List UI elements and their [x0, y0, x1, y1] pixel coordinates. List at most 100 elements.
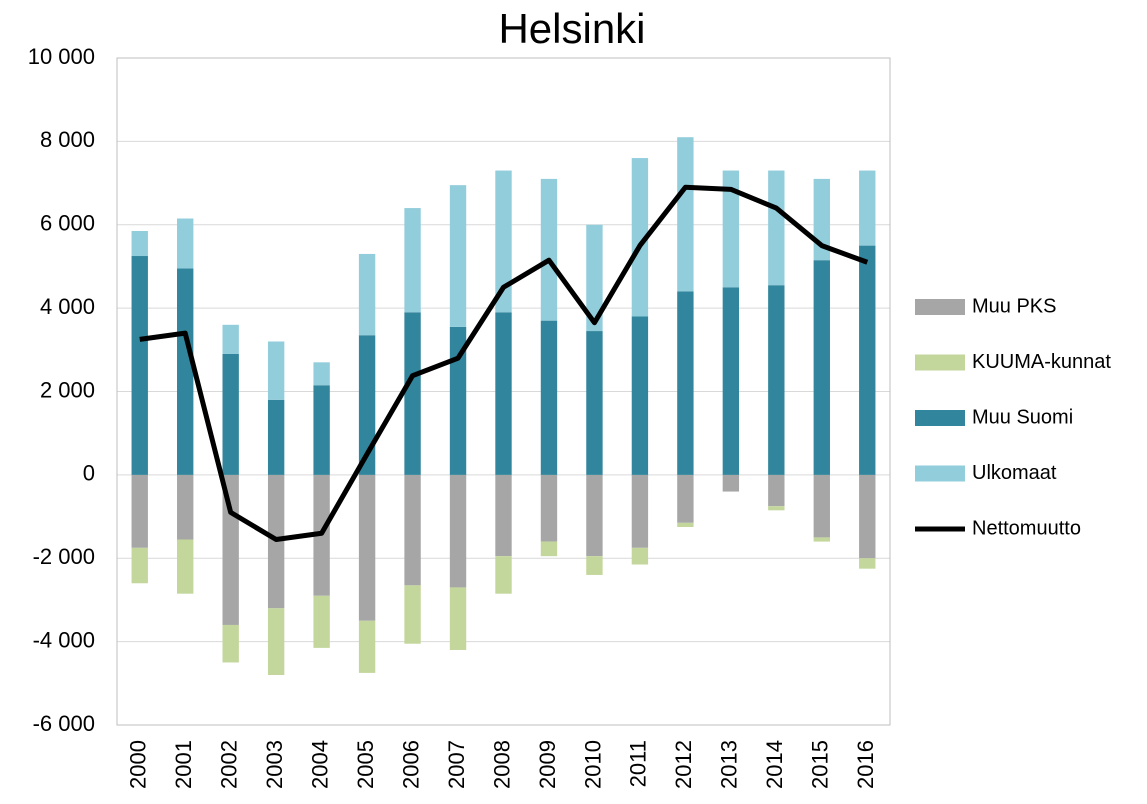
bar [495, 474, 512, 557]
bar [222, 324, 239, 354]
x-tick-label: 2011 [626, 740, 651, 787]
y-tick-label: 6 000 [40, 211, 95, 236]
bar [449, 326, 467, 475]
bar [358, 474, 376, 621]
bar [859, 245, 876, 475]
bar [449, 587, 467, 650]
legend-label: Muu Suomi [972, 406, 1073, 428]
legend-label: Ulkomaat [972, 462, 1057, 484]
bar [540, 474, 558, 542]
legend-swatch [915, 354, 965, 371]
bar [404, 474, 421, 586]
bar [631, 316, 649, 475]
y-tick-label: 4 000 [40, 294, 95, 319]
x-tick-label: 2015 [808, 740, 833, 789]
bar [131, 547, 148, 584]
bar [677, 474, 694, 523]
bar [495, 556, 512, 594]
bar [859, 474, 876, 559]
bar [177, 268, 194, 475]
bar [722, 170, 740, 288]
bar [540, 541, 558, 557]
x-tick-label: 2014 [762, 740, 787, 789]
bar [768, 506, 785, 511]
bar [358, 335, 376, 475]
y-tick-label: 10 000 [28, 44, 95, 69]
x-tick-label: 2008 [489, 740, 514, 789]
legend-label: KUUMA-kunnat [972, 351, 1111, 373]
bar [631, 547, 649, 565]
bar [586, 224, 603, 332]
x-tick-label: 2002 [216, 740, 241, 789]
bar [131, 474, 148, 548]
bar [813, 474, 830, 538]
bar [631, 474, 649, 548]
bar [677, 137, 694, 292]
bar [177, 539, 194, 594]
bar [677, 522, 694, 527]
x-tick-label: 2009 [535, 740, 560, 789]
legend-label: Muu PKS [972, 295, 1056, 317]
bar [404, 312, 421, 475]
bar [722, 287, 740, 475]
y-tick-label: -4 000 [33, 627, 95, 652]
bar [495, 312, 512, 475]
bar [267, 399, 285, 475]
bar [177, 218, 194, 269]
x-tick-label: 2006 [398, 740, 423, 789]
bar [177, 474, 194, 540]
bar [540, 320, 558, 475]
legend-swatch [915, 410, 965, 426]
line [139, 184, 869, 542]
y-tick-label: -6 000 [33, 711, 95, 736]
bar [404, 585, 421, 644]
legend-swatch [915, 299, 965, 315]
bar [768, 474, 785, 507]
legend-swatch [915, 465, 965, 482]
bar [540, 178, 558, 321]
x-tick-label: 2001 [171, 740, 196, 789]
chart-title: Helsinki [498, 5, 645, 52]
bar [313, 385, 330, 475]
bar [859, 170, 876, 246]
x-tick-label: 2003 [262, 740, 287, 789]
x-tick-label: 2000 [126, 740, 151, 789]
bar [677, 291, 694, 475]
x-tick-label: 2007 [444, 740, 469, 789]
x-tick-label: 2010 [580, 740, 605, 789]
bar [131, 256, 148, 475]
bar [358, 253, 376, 336]
x-tick-label: 2012 [671, 740, 696, 789]
bar [631, 158, 649, 317]
bar [722, 474, 740, 492]
bar [313, 362, 330, 386]
bar [768, 285, 785, 475]
bar [586, 331, 603, 475]
bar [222, 624, 239, 663]
y-tick-label: 0 [83, 461, 95, 486]
y-tick-label: -2 000 [33, 544, 95, 569]
bar [404, 208, 421, 313]
x-tick-label: 2016 [853, 740, 878, 789]
bar [358, 620, 376, 673]
y-tick-label: 8 000 [40, 127, 95, 152]
bar [813, 537, 830, 542]
y-tick-label: 2 000 [40, 377, 95, 402]
bar [768, 170, 785, 286]
plot-border [116, 57, 891, 726]
bar [222, 353, 239, 475]
bar [267, 608, 285, 675]
bar [495, 170, 512, 313]
x-tick-label: 2004 [307, 740, 332, 789]
x-tick-label: 2005 [353, 740, 378, 789]
bar [449, 474, 467, 588]
legend-label: Nettomuutto [972, 517, 1081, 539]
x-tick-label: 2013 [717, 740, 742, 789]
bar [267, 341, 285, 400]
bar [131, 231, 148, 257]
bar [586, 474, 603, 557]
bar [449, 185, 467, 327]
bar [813, 260, 830, 475]
bar [313, 595, 330, 648]
